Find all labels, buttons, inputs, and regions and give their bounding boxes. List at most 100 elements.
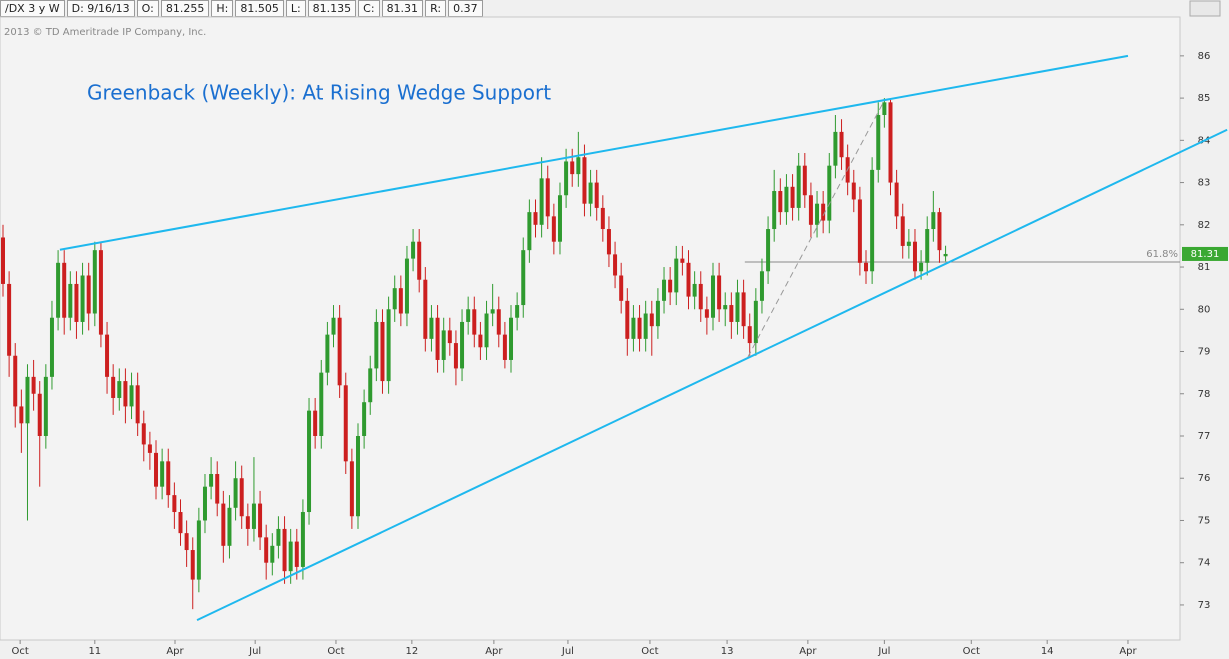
candle-body: [668, 279, 673, 293]
candle-body: [925, 229, 930, 263]
candle-body: [245, 516, 250, 529]
candle-body: [851, 182, 856, 200]
candle-body: [784, 186, 789, 213]
candle-body: [380, 321, 385, 382]
candle-body: [625, 300, 630, 339]
candle-body: [460, 321, 465, 369]
candle-body: [404, 258, 409, 314]
y-tick-label: 86: [1198, 51, 1211, 62]
candle-body: [912, 241, 917, 272]
candle-body: [808, 195, 813, 225]
candle-body: [686, 262, 691, 297]
high-label: H:: [211, 0, 234, 17]
candle-body: [362, 402, 367, 436]
candle-body: [154, 452, 159, 487]
candle-body: [864, 262, 869, 272]
candle-body: [25, 376, 30, 424]
candle-body: [411, 241, 416, 259]
candle-body: [613, 254, 618, 276]
candle-body: [337, 317, 342, 386]
y-tick-label: 78: [1198, 389, 1211, 400]
candle-body: [0, 237, 5, 284]
candle-body: [233, 478, 238, 508]
candle-body: [790, 186, 795, 208]
candle-body: [147, 444, 152, 453]
candle-body: [496, 309, 501, 335]
price-tag: [1182, 246, 1228, 261]
candle-body: [49, 317, 54, 377]
candle-body: [251, 503, 256, 529]
candle-body: [582, 157, 587, 204]
symbol[interactable]: /DX 3 y W: [0, 0, 65, 17]
y-tick-label: 74: [1198, 558, 1211, 569]
x-tick-label: Oct: [327, 646, 344, 657]
range-label: R:: [425, 0, 447, 17]
candle-body: [490, 309, 495, 314]
candle-body: [527, 212, 532, 251]
candle-body: [606, 229, 611, 255]
candle-body: [509, 317, 514, 360]
trendline: [196, 128, 1228, 622]
candle-body: [74, 283, 79, 322]
candle-body: [576, 157, 581, 175]
x-tick-label: Apr: [485, 646, 503, 657]
y-tick-label: 80: [1198, 304, 1211, 315]
y-tick-label: 76: [1198, 473, 1211, 484]
candle-body: [545, 178, 550, 217]
candle-body: [931, 212, 936, 230]
open-value: 81.255: [160, 0, 210, 17]
candle-body: [398, 288, 403, 314]
low-label: L:: [285, 0, 306, 17]
candle-body: [906, 241, 911, 246]
candle-body: [478, 334, 483, 348]
candle-body: [600, 207, 605, 230]
price-tag-label: 81.31: [1191, 249, 1220, 260]
candle-body: [570, 161, 575, 175]
candle-body: [894, 182, 899, 217]
candle-body: [13, 355, 18, 407]
x-tick-label: Jul: [877, 646, 890, 657]
x-tick-label: Apr: [1119, 646, 1137, 657]
x-tick-label: Oct: [963, 646, 980, 657]
candle-body: [557, 195, 562, 242]
candle-body: [349, 461, 354, 517]
y-tick-label: 75: [1198, 515, 1211, 526]
candle-body: [876, 114, 881, 170]
candle-body: [184, 533, 189, 551]
candle-body: [766, 229, 771, 272]
candle-body: [564, 161, 569, 196]
candle-body: [870, 169, 875, 272]
candle-body: [374, 321, 379, 369]
candle-body: [888, 102, 893, 183]
candle-body: [392, 288, 397, 310]
candle-body: [294, 541, 299, 567]
candle-body: [300, 512, 305, 567]
candle-body: [453, 343, 458, 369]
candle-body: [276, 528, 281, 546]
candle-body: [141, 423, 146, 445]
candle-body: [821, 203, 826, 221]
candle-body: [680, 258, 685, 263]
candle-body: [160, 461, 165, 487]
candle-body: [484, 313, 489, 348]
candle-body: [943, 253, 948, 257]
candle-body: [43, 376, 48, 436]
x-tick-label: Oct: [641, 646, 658, 657]
candle-body: [98, 250, 103, 335]
candle-body: [307, 410, 312, 513]
candle-body: [319, 372, 324, 436]
candle-body: [466, 309, 471, 322]
candle-body: [86, 275, 91, 314]
candle-body: [741, 292, 746, 327]
candle-body: [423, 279, 428, 339]
y-tick-label: 85: [1198, 93, 1211, 104]
candle-body: [710, 275, 715, 318]
candle-body: [355, 435, 360, 517]
candle-body: [747, 326, 752, 344]
x-tick-label: Jul: [248, 646, 261, 657]
y-tick-label: 73: [1198, 600, 1211, 611]
candle-body: [882, 102, 887, 115]
candle-body: [56, 262, 61, 318]
